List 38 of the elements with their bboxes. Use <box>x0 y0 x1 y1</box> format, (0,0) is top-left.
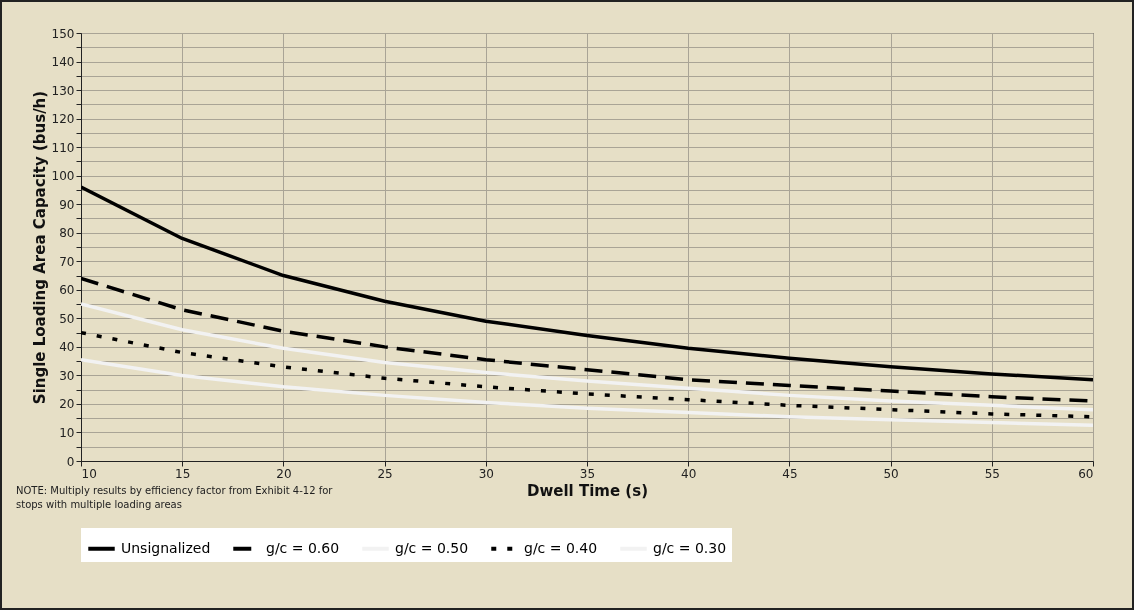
text: NOTE: Multiply results by efficiency factor from Exhibit 4-12 for stops with multiple loading areas <box>16 484 334 512</box>
legend-label: Unsignalized <box>121 539 211 556</box>
line-series <box>81 357 1093 428</box>
y-tick-label: 50 <box>59 311 75 326</box>
legend-label: g/c = 0.60 <box>266 539 340 556</box>
x-tick-label: 50 <box>883 466 899 481</box>
x-tick-label: 15 <box>175 466 191 481</box>
x-tick-label: 45 <box>782 466 798 481</box>
legend-label: g/c = 0.50 <box>395 539 469 556</box>
y-axis-title: Single Loading Area Capacity (bus/h) <box>30 90 49 405</box>
y-tick-label: 130 <box>51 83 75 98</box>
x-tick-label: 60 <box>1078 466 1094 481</box>
y-tick-label: 100 <box>51 169 75 184</box>
y-tick-label: 70 <box>59 254 75 269</box>
x-tick-label: 35 <box>579 466 596 481</box>
y-tick-label: 20 <box>59 397 75 412</box>
line-series <box>81 302 1093 412</box>
y-tick-label: 120 <box>51 112 75 127</box>
x-tick-label: 30 <box>478 466 494 481</box>
legend-label: g/c = 0.30 <box>653 539 727 556</box>
y-tick-label: 140 <box>51 55 75 70</box>
y-tick-label: 30 <box>59 368 75 383</box>
y-tick-label: 150 <box>51 26 75 41</box>
x-tick-label: 40 <box>681 466 697 481</box>
y-tick-label: 80 <box>59 226 75 241</box>
y-tick-label: 60 <box>59 283 75 298</box>
legend-label: g/c = 0.40 <box>524 539 598 556</box>
x-tick-label: 10 <box>81 466 97 481</box>
line-series <box>81 185 1093 382</box>
x-tick-label: 25 <box>377 466 393 481</box>
y-tick-label: 10 <box>59 425 75 440</box>
y-tick-label: 0 <box>66 454 75 469</box>
x-axis-title: Dwell Time (s) <box>526 481 649 500</box>
x-tick-label: 55 <box>984 466 1000 481</box>
y-tick-label: 40 <box>59 340 75 355</box>
y-tick-label: 110 <box>51 140 75 155</box>
x-tick-label: 20 <box>276 466 292 481</box>
y-tick-label: 90 <box>59 197 75 212</box>
